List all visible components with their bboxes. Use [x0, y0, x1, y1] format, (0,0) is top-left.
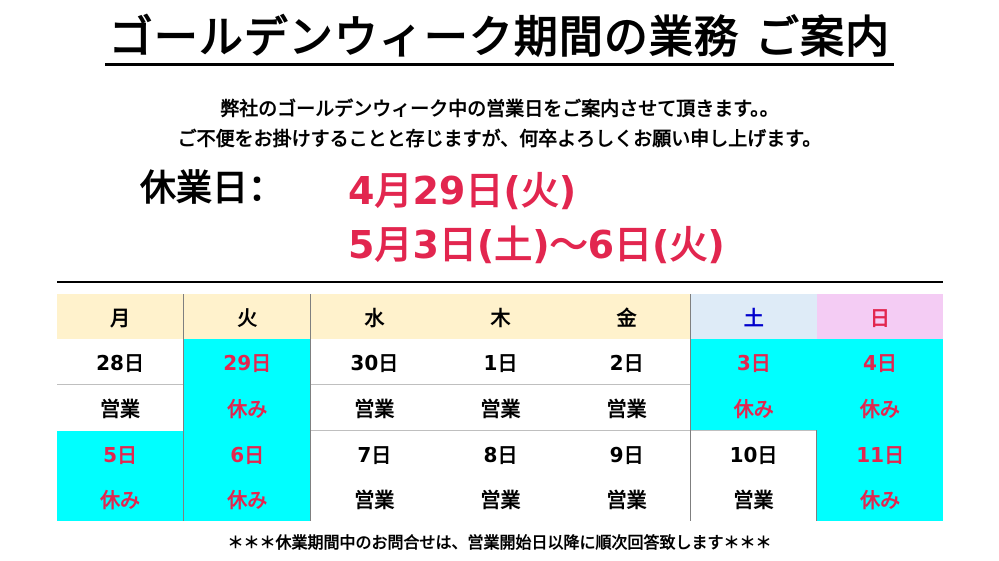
status-cell: 営業: [563, 476, 691, 521]
day-cell: 6日: [183, 430, 312, 476]
footer-note: ＊＊＊休業期間中のお問合せは、営業開始日以降に順次回答致します＊＊＊: [227, 533, 772, 552]
status-cell: 営業: [310, 384, 438, 431]
day-cell: 11日: [816, 430, 943, 476]
status-cell: 休み: [816, 476, 943, 521]
calendar-table: 月 火 水 木 金 土 日 28日 29日 30日 1日 2日 3日 4日 営業…: [57, 294, 943, 521]
weekday-header-mon: 月: [57, 294, 185, 339]
weekday-header-sun: 日: [816, 294, 943, 339]
day-cell: 5日: [57, 430, 185, 476]
weekday-header-row: 月 火 水 木 金 土 日: [57, 294, 943, 339]
page-title-text: ゴールデンウィーク期間の業務 ご案内: [104, 12, 895, 66]
week2-status-row: 休み 休み 営業 営業 営業 営業 休み: [57, 476, 943, 521]
day-cell: 3日: [690, 339, 817, 385]
status-cell: 休み: [690, 384, 817, 431]
page-title: ゴールデンウィーク期間の業務 ご案内: [0, 8, 999, 68]
status-cell: 営業: [437, 384, 564, 431]
week1-day-row: 28日 29日 30日 1日 2日 3日 4日: [57, 339, 943, 385]
divider: [57, 281, 943, 283]
status-cell: 営業: [563, 384, 691, 431]
day-cell: 8日: [437, 430, 564, 476]
day-cell: 2日: [563, 339, 691, 385]
day-cell: 9日: [563, 430, 691, 476]
holiday-date-1: 4月29日(火): [348, 169, 577, 213]
intro-line-2: ご不便をお掛けすることと存じますが、何卒よろしくお願い申し上げます。: [177, 128, 822, 150]
day-cell: 29日: [183, 339, 312, 385]
status-cell: 営業: [57, 384, 185, 431]
weekday-header-tue: 火: [183, 294, 312, 339]
week1-status-row: 営業 休み 営業 営業 営業 休み 休み: [57, 384, 943, 431]
weekday-header-wed: 水: [310, 294, 438, 339]
weekday-header-thu: 木: [437, 294, 564, 339]
status-cell: 営業: [437, 476, 564, 521]
weekday-header-sat: 土: [690, 294, 817, 339]
weekday-header-fri: 金: [563, 294, 691, 339]
day-cell: 28日: [57, 339, 185, 385]
week2-day-row: 5日 6日 7日 8日 9日 10日 11日: [57, 430, 943, 476]
day-cell: 1日: [437, 339, 564, 385]
holiday-label: 休業日：: [140, 168, 285, 209]
day-cell: 30日: [310, 339, 438, 385]
day-cell: 10日: [690, 430, 818, 476]
status-cell: 営業: [310, 476, 438, 521]
status-cell: 休み: [57, 476, 185, 521]
status-cell: 営業: [690, 476, 818, 521]
status-cell: 休み: [183, 476, 312, 521]
day-cell: 7日: [310, 430, 438, 476]
holiday-date-2: 5月3日(土)〜6日(火): [348, 223, 725, 267]
day-cell: 4日: [816, 339, 943, 385]
status-cell: 休み: [183, 384, 312, 431]
status-cell: 休み: [816, 384, 943, 431]
intro-line-1: 弊社のゴールデンウィーク中の営業日をご案内させて頂きます。。: [220, 98, 779, 120]
